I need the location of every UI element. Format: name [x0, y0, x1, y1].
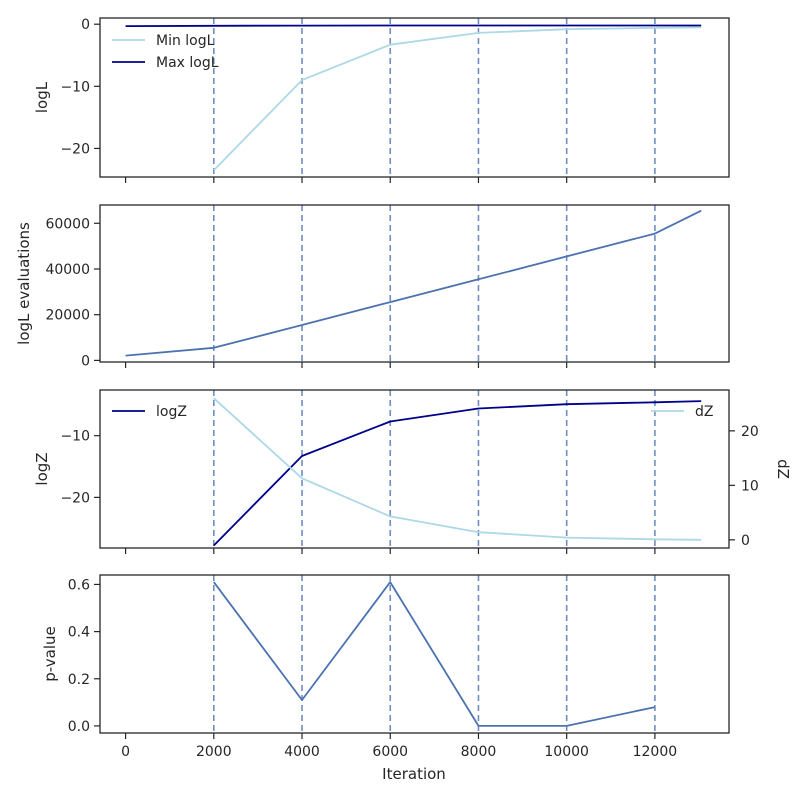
panel-1-series-min-logl	[213, 26, 702, 171]
panel-2-ytick-label: 0	[81, 353, 90, 369]
panel-2-y-axis-label: logL evaluations	[15, 222, 33, 345]
panel-4-ytick-label: 0.2	[68, 672, 90, 688]
panel-4-series-line-1	[213, 581, 656, 727]
panel-1-ytick-label: −10	[60, 79, 90, 95]
panel-2-series-line-1	[125, 209, 702, 357]
x-axis-label: Iteration	[382, 765, 446, 783]
panel-1-ytick-label: 0	[81, 17, 90, 33]
panel-4-xtick-label: 0	[121, 744, 130, 760]
panel-4-xtick-label: 8000	[461, 744, 497, 760]
panel-3-series-dz	[213, 397, 702, 541]
legend-min-logl-label: Min logL	[156, 33, 215, 49]
panel-3-y2tick-label: 10	[741, 478, 759, 494]
legend-max-logl-label: Max logL	[156, 55, 219, 71]
panel-1-y-axis-label: logL	[33, 81, 51, 113]
panel-2-ytick-label: 60000	[45, 216, 90, 232]
panel-4-xtick-label: 2000	[196, 744, 232, 760]
panel-4-xtick-label: 12000	[633, 744, 678, 760]
panel-3-y-axis-label: logZ	[33, 452, 51, 485]
panel-2-ytick-label: 40000	[45, 262, 90, 278]
panel-1-series-max-logl	[125, 24, 702, 27]
panel-4-frame	[99, 574, 730, 734]
legend-logz-label: logZ	[156, 404, 187, 420]
panel-3-y2tick-label: 20	[741, 424, 759, 440]
panel-2-frame	[99, 204, 730, 363]
panel-1-ytick-label: −20	[60, 141, 90, 157]
panel-3-ytick-label: −10	[60, 429, 90, 445]
panel-3-y2-axis-label: dZ	[774, 459, 792, 479]
panel-4-xtick-label: 10000	[544, 744, 589, 760]
panel-4-ytick-label: 0.6	[68, 577, 90, 593]
panel-1-frame	[99, 17, 730, 178]
panel-3-y2tick-label: 0	[741, 533, 750, 549]
panel-4-xtick-label: 4000	[284, 744, 320, 760]
panel-3-frame	[99, 389, 730, 549]
panel-4-xtick-label: 6000	[372, 744, 408, 760]
panel-4-y-axis-label: p-value	[41, 626, 59, 682]
panel-4-ytick-label: 0.0	[68, 719, 90, 735]
panel-4-ytick-label: 0.4	[68, 625, 90, 641]
panel-3-ytick-label: −20	[60, 490, 90, 506]
panel-3-series-logz	[213, 400, 702, 547]
panel-2-ytick-label: 20000	[45, 308, 90, 324]
legend-dz-label: dZ	[695, 404, 713, 420]
